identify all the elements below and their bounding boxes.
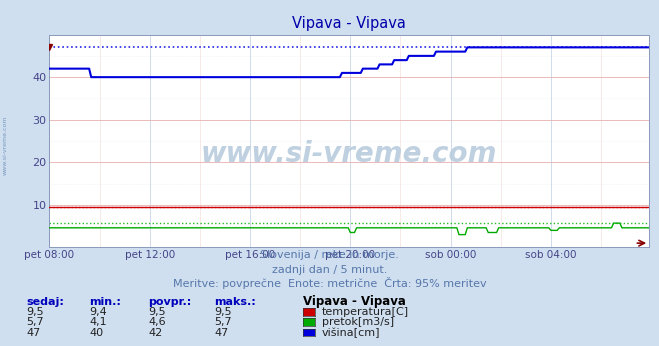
Text: zadnji dan / 5 minut.: zadnji dan / 5 minut. xyxy=(272,265,387,275)
Text: 9,4: 9,4 xyxy=(89,307,107,317)
Text: Vipava - Vipava: Vipava - Vipava xyxy=(303,295,406,308)
Title: Vipava - Vipava: Vipava - Vipava xyxy=(293,16,406,31)
Text: 5,7: 5,7 xyxy=(214,317,232,327)
Text: 47: 47 xyxy=(214,328,229,338)
Text: maks.:: maks.: xyxy=(214,297,256,307)
Text: 4,1: 4,1 xyxy=(89,317,107,327)
Text: 40: 40 xyxy=(89,328,103,338)
Text: 5,7: 5,7 xyxy=(26,317,44,327)
Text: www.si-vreme.com: www.si-vreme.com xyxy=(201,140,498,168)
Text: 4,6: 4,6 xyxy=(148,317,166,327)
Text: 47: 47 xyxy=(26,328,41,338)
Text: pretok[m3/s]: pretok[m3/s] xyxy=(322,317,393,327)
Text: min.:: min.: xyxy=(89,297,121,307)
Text: 9,5: 9,5 xyxy=(148,307,166,317)
Text: povpr.:: povpr.: xyxy=(148,297,192,307)
Text: 9,5: 9,5 xyxy=(26,307,44,317)
Text: temperatura[C]: temperatura[C] xyxy=(322,307,409,317)
Text: 42: 42 xyxy=(148,328,163,338)
Text: Slovenija / reke in morje.: Slovenija / reke in morje. xyxy=(260,250,399,260)
Text: www.si-vreme.com: www.si-vreme.com xyxy=(3,116,8,175)
Text: 9,5: 9,5 xyxy=(214,307,232,317)
Text: Meritve: povprečne  Enote: metrične  Črta: 95% meritev: Meritve: povprečne Enote: metrične Črta:… xyxy=(173,277,486,289)
Text: sedaj:: sedaj: xyxy=(26,297,64,307)
Text: višina[cm]: višina[cm] xyxy=(322,327,380,338)
